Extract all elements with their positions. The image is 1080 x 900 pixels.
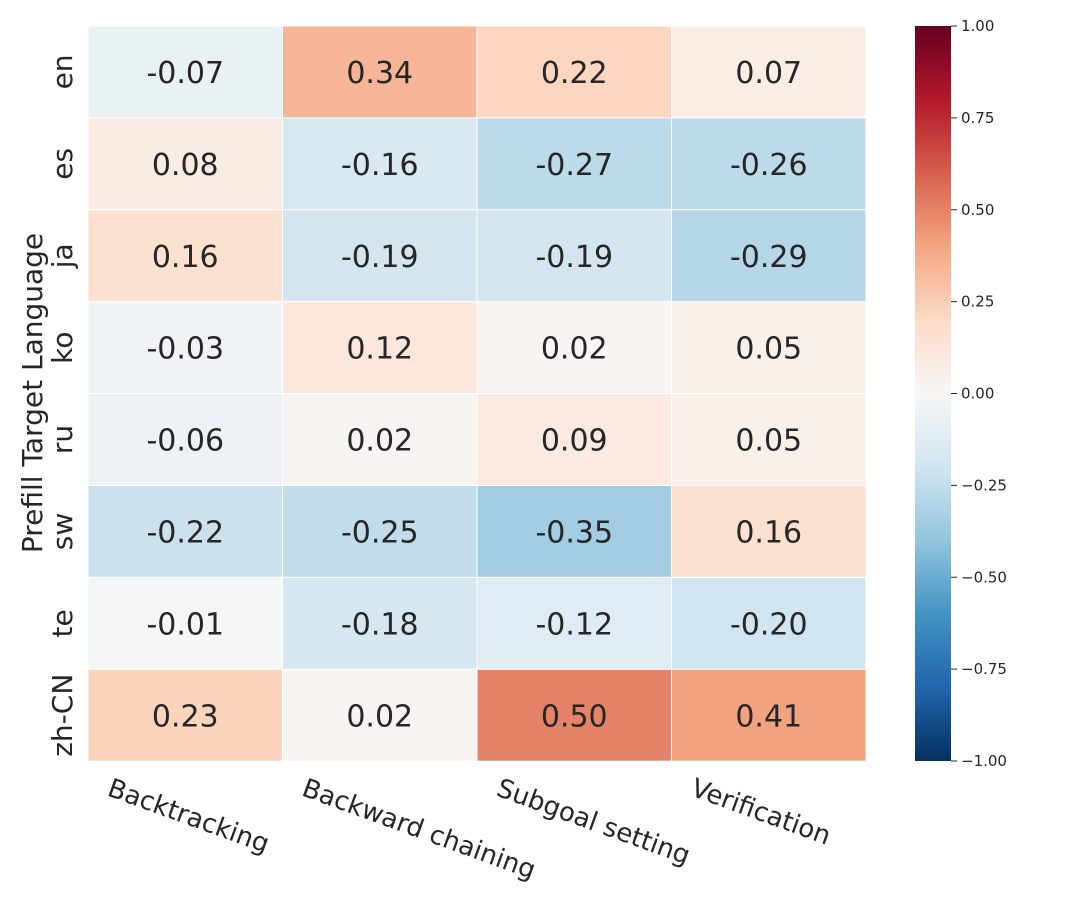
heatmap-cell-en-0 [87,25,283,119]
column-tick-3: Verification [687,773,835,851]
heatmap-cell-ru-2 [476,393,672,487]
cell-value-label: 0.16 [152,240,219,275]
cell-value-label: -0.25 [341,515,419,550]
cell-value-label: 0.22 [541,56,608,91]
cell-value-label: -0.18 [341,607,419,642]
colorbar-tick-label: 0.00 [961,385,994,403]
cell-value-label: 0.09 [541,424,608,459]
heatmap-cell-en-2 [476,25,672,119]
heatmap-cell-es-3 [671,117,867,211]
heatmap-cell-te-0 [87,576,283,670]
row-tick-es: es [46,148,79,180]
colorbar-tick-label: 0.50 [961,201,994,219]
heatmap-cell-sw-0 [87,485,283,578]
heatmap-cell-ko-0 [87,301,283,395]
cell-value-label: -0.27 [535,148,613,183]
heatmap-cell-sw-1 [282,485,478,578]
cell-value-label: -0.12 [535,607,613,642]
cell-value-label: -0.19 [535,240,613,275]
cell-value-label: -0.20 [730,607,808,642]
cell-value-label: 0.12 [346,332,413,367]
cell-value-label: -0.03 [146,332,224,367]
row-tick-ja: ja [46,243,79,269]
cell-value-label: 0.34 [346,56,413,91]
y-axis-label: Prefill Target Language [16,233,49,553]
cell-value-label: 0.41 [735,699,802,734]
heatmap-cell-zh-CN-3 [671,668,867,762]
row-tick-en: en [46,54,79,89]
heatmap-cells: -0.07 0.34 0.22 0.07 0.08 -0.16 -0.27 -0.26 0.16… [87,25,867,762]
colorbar-gradient [915,26,951,761]
heatmap-cell-zh-CN-2 [476,668,672,762]
row-tick-zh-CN: zh-CN [46,674,79,757]
cell-value-label: 0.02 [541,332,608,367]
colorbar-tick-label: 1.00 [961,17,994,35]
row-tick-labels: en es ja ko ru sw te zh-CN [46,54,79,756]
colorbar-tick-label: 0.25 [961,293,994,311]
heatmap-cell-sw-2 [476,485,672,578]
cell-value-label: -0.07 [146,56,224,91]
colorbar-tick-label: −1.00 [961,752,1007,770]
cell-value-label: 0.05 [735,424,802,459]
cell-value-label: -0.26 [730,148,808,183]
heatmap-cell-en-1 [282,25,478,119]
heatmap-cell-ja-1 [282,209,478,303]
row-tick-sw: sw [46,513,79,551]
cell-value-label: -0.01 [146,607,224,642]
colorbar-tick-label: −0.50 [961,568,1007,586]
cell-value-label: -0.06 [146,424,224,459]
cell-value-label: 0.08 [152,148,219,183]
heatmap-cell-ko-3 [671,301,867,395]
heatmap-cell-es-0 [87,117,283,211]
cell-value-label: 0.16 [735,515,802,550]
column-tick-0: Backtracking [104,773,274,859]
heatmap-cell-zh-CN-0 [87,668,283,762]
cell-value-label: -0.35 [535,515,613,550]
cell-value-label: 0.07 [735,56,802,91]
cell-value-label: 0.05 [735,332,802,367]
heatmap-cell-ko-1 [282,301,478,395]
cell-value-label: 0.02 [346,424,413,459]
heatmap-cell-ko-2 [476,301,672,395]
colorbar-tick-label: 0.75 [961,109,994,127]
heatmap-cell-te-3 [671,576,867,670]
colorbar-ticks: 1.00 0.75 0.50 0.25 0.00 −0.25 −0.50 −0.75 −1.00 [951,17,1007,770]
row-tick-ko: ko [46,331,79,363]
cell-value-label: 0.23 [152,699,219,734]
heatmap-cell-es-1 [282,117,478,211]
heatmap-cell-ru-0 [87,393,283,487]
cell-value-label: 0.50 [541,699,608,734]
cell-value-label: -0.16 [341,148,419,183]
heatmap-cell-en-3 [671,25,867,119]
cell-value-label: -0.29 [730,240,808,275]
heatmap-cell-ja-3 [671,209,867,303]
colorbar-tick-label: −0.75 [961,660,1007,678]
cell-value-label: -0.19 [341,240,419,275]
colorbar: 1.00 0.75 0.50 0.25 0.00 −0.25 −0.50 −0.75 −1.00 [915,17,1007,770]
row-tick-te: te [46,609,79,637]
colorbar-tick-label: −0.25 [961,476,1007,494]
heatmap-cell-ru-3 [671,393,867,487]
heatmap-cell-sw-3 [671,485,867,578]
row-tick-ru: ru [46,425,79,454]
heatmap-cell-te-2 [476,576,672,670]
cell-value-label: 0.02 [346,699,413,734]
cell-value-label: -0.22 [146,515,224,550]
heatmap-cell-ru-1 [282,393,478,487]
